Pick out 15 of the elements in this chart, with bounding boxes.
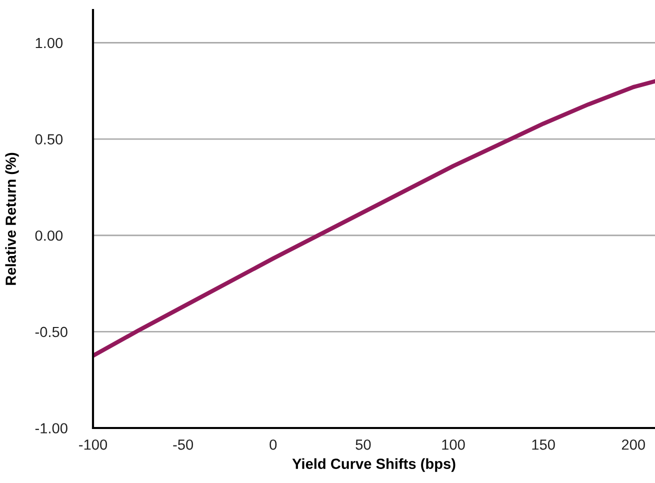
y-axis-title: Relative Return (%) (5, 152, 19, 285)
x-tick-label: -100 (79, 439, 108, 450)
y-tick-label: 0.50 (35, 134, 63, 144)
y-tick-label: -1.00 (35, 423, 68, 434)
line-series (93, 79, 655, 358)
y-tick-label: -0.50 (35, 326, 68, 338)
y-tick-label: 1.00 (36, 38, 63, 48)
x-tick-label: 100 (442, 439, 465, 450)
x-tick-label: 0 (270, 439, 277, 450)
x-tick-label: 200 (622, 439, 645, 450)
y-tick-label: 0.00 (35, 230, 63, 241)
x-tick-label: 50 (356, 439, 371, 450)
x-axis-title: Yield Curve Shifts (bps) (292, 458, 456, 472)
x-tick-label: 150 (532, 439, 555, 450)
x-tick-label: -50 (173, 439, 194, 450)
